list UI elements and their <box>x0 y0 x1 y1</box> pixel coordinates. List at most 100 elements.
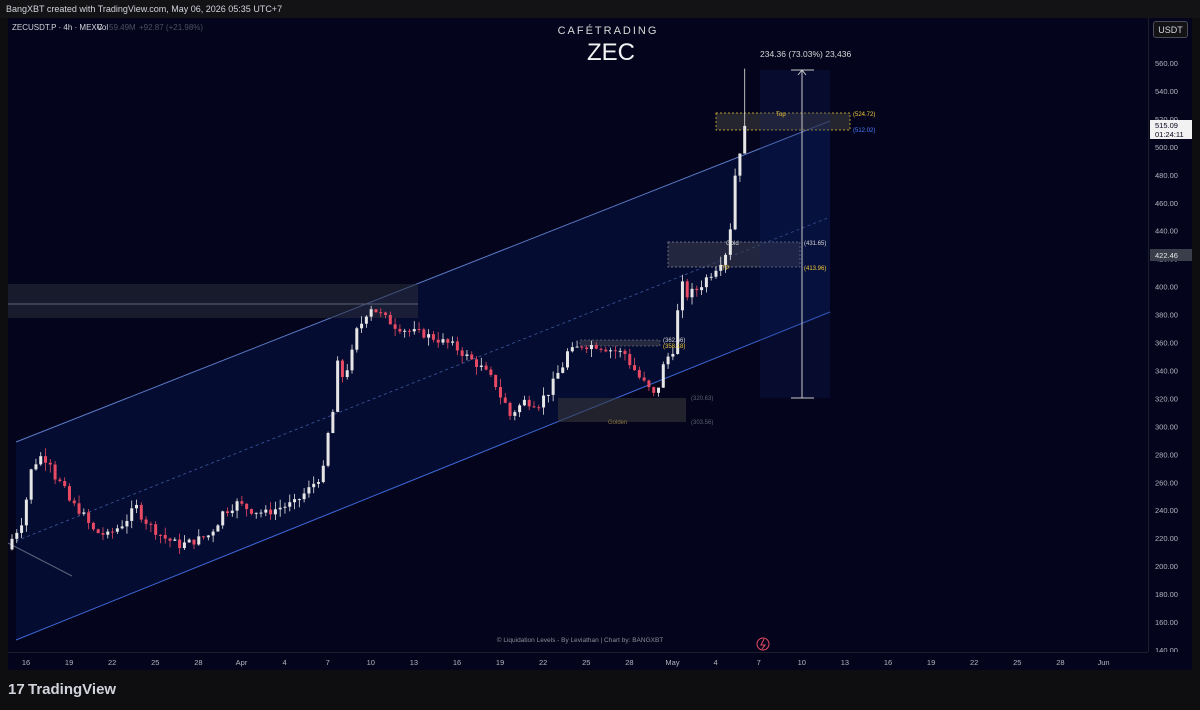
candle-body <box>77 503 81 514</box>
measure-arrow <box>797 69 807 76</box>
candle-body <box>149 523 153 525</box>
candle-body <box>589 345 593 350</box>
candle-body <box>20 525 24 533</box>
candle-body <box>407 330 411 332</box>
time-axis[interactable]: 16 19 22 25 28 Apr 4 7 10 13 16 19 22 25 28 May 4 7 10 13 16… <box>8 652 1148 671</box>
candle-body <box>599 348 603 350</box>
candle-body <box>53 464 57 480</box>
candle-body <box>29 469 33 500</box>
gold-label: Gold <box>726 241 739 247</box>
candle-body <box>671 353 675 357</box>
legend-vol-label: Vol <box>97 23 108 32</box>
price-axis[interactable]: 140.00 160.00 180.00 200.00 220.00 240.00 260.… <box>1148 18 1193 655</box>
candle-body <box>336 360 340 412</box>
candle-body <box>130 508 134 521</box>
candle-body <box>135 504 139 509</box>
candle-body <box>44 456 48 463</box>
y-tick-label: 360.00 <box>1155 339 1178 348</box>
y-tick-label: 460.00 <box>1155 199 1178 208</box>
candle-body <box>226 511 229 514</box>
candle-body <box>412 329 416 332</box>
range-zone <box>579 339 661 347</box>
candle-body <box>163 534 167 539</box>
x-tick-label: 10 <box>798 658 806 667</box>
candle-body <box>431 334 435 340</box>
legend-symbol: ZECUSDT.P · 4h · MEXC <box>12 23 103 32</box>
candle-body <box>369 309 373 317</box>
y-tick-label: 540.00 <box>1155 87 1178 96</box>
candle-body <box>561 367 565 373</box>
candle-body <box>724 254 728 265</box>
candle-body <box>427 334 431 338</box>
tradingview-logo[interactable]: 17 TradingView <box>8 681 116 698</box>
y-tick-group: 140.00 160.00 180.00 200.00 220.00 240.00 260.… <box>1155 59 1178 655</box>
candle-body <box>489 369 493 375</box>
candle-body <box>441 339 445 343</box>
candle-body <box>475 359 479 367</box>
candle-body <box>173 539 177 541</box>
candle-body <box>235 501 239 511</box>
candle-body <box>34 464 38 470</box>
candle-body <box>479 365 483 367</box>
candle-body <box>733 175 737 230</box>
chart-area[interactable]: Top (524.72) (512.02) Gold (431.65) TP (… <box>8 18 1148 652</box>
x-tick-label: 10 <box>367 658 375 667</box>
tp-value: (413.96) <box>804 266 826 272</box>
candle-body <box>417 329 421 331</box>
candle-body <box>101 533 105 535</box>
candle-body <box>637 370 641 378</box>
candle-body <box>178 539 182 549</box>
candle-body <box>48 462 52 465</box>
candle-body <box>154 524 158 535</box>
candle-body <box>312 483 316 488</box>
candle-body <box>709 276 713 278</box>
candle-body <box>604 349 608 352</box>
candle-body <box>546 394 550 396</box>
top-label: Top <box>776 112 786 118</box>
candle-body <box>360 323 364 329</box>
tradingview-logo-text: TradingView <box>28 681 117 698</box>
candle-body <box>580 346 584 348</box>
candle-body <box>422 329 426 338</box>
x-tick-label: 7 <box>757 658 761 667</box>
candle-body <box>58 479 62 482</box>
candle-body <box>455 341 459 351</box>
candle-body <box>187 539 191 543</box>
tradingview-logo-icon: 17 <box>8 681 25 698</box>
x-tick-label: 13 <box>841 658 849 667</box>
candle-body <box>120 526 124 529</box>
candle-body <box>704 277 708 288</box>
x-tick-label: 28 <box>1056 658 1064 667</box>
candle-body <box>714 270 718 277</box>
currency-unit-button[interactable]: USDT <box>1153 21 1188 38</box>
candle-body <box>542 395 546 408</box>
candle-body <box>115 528 119 532</box>
resistance-zone <box>8 284 418 318</box>
x-tick-label: 19 <box>496 658 504 667</box>
x-tick-label: May <box>665 658 679 667</box>
candle-body <box>633 365 637 371</box>
candle-body <box>700 287 704 291</box>
candle-body <box>551 378 555 395</box>
candle-body <box>106 531 110 535</box>
candle-body <box>316 482 320 484</box>
x-tick-label: 25 <box>582 658 590 667</box>
candle-body <box>307 487 311 494</box>
y-tick-label: 560.00 <box>1155 59 1178 68</box>
y-tick-label: 140.00 <box>1155 646 1178 652</box>
candle-body <box>293 499 297 503</box>
candle-body <box>249 509 253 514</box>
candle-body <box>465 354 469 356</box>
legend-vol-value: 59.49M <box>109 23 136 32</box>
candle-body <box>202 536 206 538</box>
candle-body <box>666 356 670 365</box>
candle-body <box>374 309 378 313</box>
y-tick-label: 260.00 <box>1155 478 1178 487</box>
x-tick-label: Apr <box>236 658 248 667</box>
golden-zone <box>558 398 686 422</box>
y-tick-label: 320.00 <box>1155 394 1178 403</box>
candle-body <box>494 374 498 388</box>
candle-body <box>384 312 388 315</box>
lightning-icon[interactable] <box>756 637 770 651</box>
x-tick-label: 22 <box>970 658 978 667</box>
